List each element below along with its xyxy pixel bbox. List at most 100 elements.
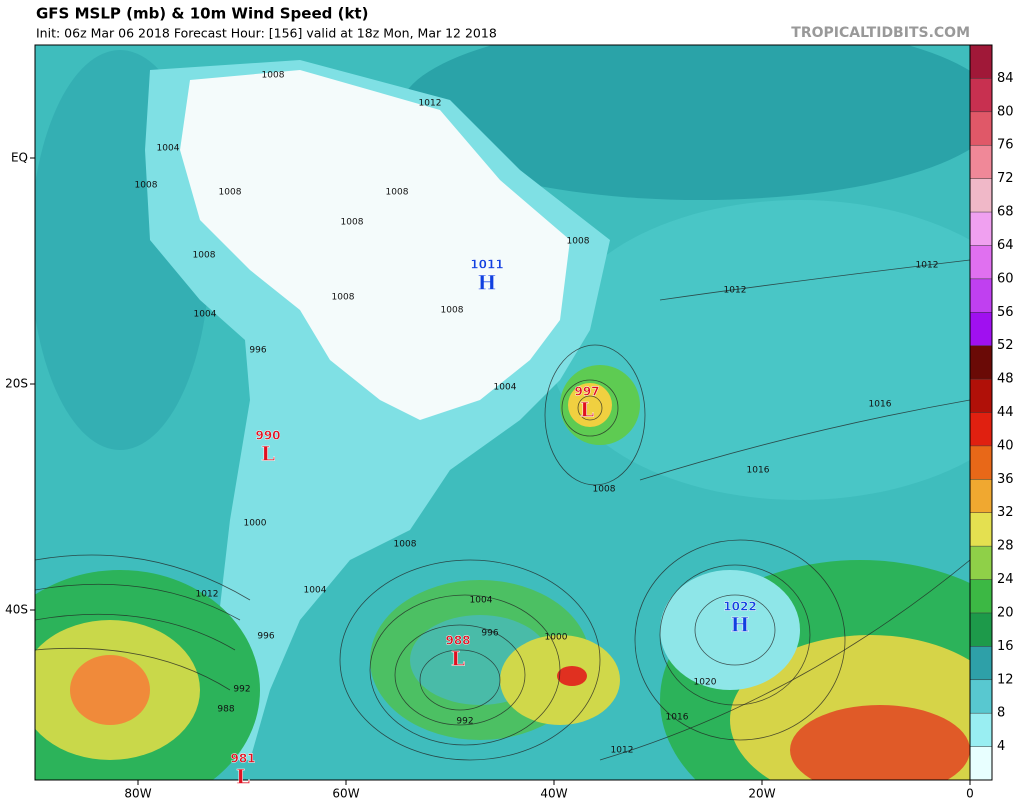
colorbar-label: 32 [997, 505, 1014, 520]
isobar-label: 1004 [304, 586, 327, 596]
isobar-label: 1008 [262, 71, 285, 81]
isobar-label: 1012 [196, 590, 219, 600]
colorbar-cell [970, 646, 992, 680]
isobar-label: 996 [249, 346, 266, 356]
isobar-label: 1008 [441, 306, 464, 316]
center-value: 990 [255, 429, 280, 443]
colorbar-cell [970, 412, 992, 446]
isobar-label: 1008 [386, 188, 409, 198]
colorbar-cell [970, 612, 992, 647]
center-value: 988 [445, 634, 470, 648]
center-letter: H [478, 271, 497, 295]
colorbar-cell [970, 278, 992, 313]
colorbar-label: 64 [997, 238, 1014, 253]
colorbar-label: 20 [997, 605, 1014, 620]
center-value: 981 [230, 752, 255, 766]
colorbar-label: 16 [997, 639, 1014, 654]
colorbar-label: 60 [997, 271, 1014, 286]
colorbar-label: 68 [997, 205, 1014, 220]
colorbar-cell [970, 579, 992, 613]
lat-label: 40S [5, 603, 28, 617]
colorbar-label: 24 [997, 572, 1014, 587]
center-letter: L [236, 765, 250, 789]
lon-label: 0 [966, 787, 974, 801]
colorbar-label: 72 [997, 171, 1014, 186]
colorbar-label: 52 [997, 338, 1014, 353]
colorbar-label: 40 [997, 438, 1014, 453]
isobar-label: 1008 [332, 293, 355, 303]
lon-label: 40W [540, 787, 567, 801]
title: GFS MSLP (mb) & 10m Wind Speed (kt) [36, 5, 368, 23]
isobar-label: 1012 [419, 99, 442, 109]
colorbar-cell [970, 245, 992, 279]
colorbar-cell [970, 512, 992, 547]
colorbar-label: 28 [997, 539, 1014, 554]
map-area [35, 45, 970, 780]
isobar-label: 1008 [341, 218, 364, 228]
center-letter: L [580, 398, 594, 422]
isobar-label: 1004 [494, 383, 517, 393]
colorbar-cell [970, 178, 992, 213]
isobar-label: 1008 [593, 485, 616, 495]
colorbar-label: 12 [997, 672, 1014, 687]
isobar-label: 988 [217, 705, 234, 715]
isobar-label: 1008 [135, 181, 158, 191]
isobar-label: 1000 [244, 519, 267, 529]
colorbar-cell [970, 445, 992, 480]
colorbar-label: 76 [997, 138, 1014, 153]
isobar-label: 1008 [193, 251, 216, 261]
isobar-label: 1000 [545, 633, 568, 643]
colorbar-cell [970, 212, 992, 246]
lon-label: 80W [124, 787, 151, 801]
isobar-label: 1004 [157, 144, 180, 154]
colorbar-cell [970, 546, 992, 580]
colorbar-label: 48 [997, 372, 1014, 387]
isobar-label: 1012 [611, 746, 634, 756]
site-name: TROPICALTIDBITS.COM [791, 25, 970, 41]
colorbar-cell [970, 746, 992, 780]
lon-label: 60W [332, 787, 359, 801]
isobar-label: 1008 [567, 237, 590, 247]
isobars [35, 259, 970, 761]
colorbar-cell [970, 479, 992, 513]
colorbar-label: 56 [997, 305, 1014, 320]
isobar-label: 1016 [666, 713, 689, 723]
isobar-label: 1020 [694, 678, 717, 688]
isobar-label: 1016 [869, 400, 892, 410]
colorbar-cell [970, 145, 992, 179]
isobar-label: 1012 [724, 286, 747, 296]
isobar-label: 1004 [194, 310, 217, 320]
colorbar-frame [969, 44, 993, 781]
colorbar-label: 44 [997, 405, 1014, 420]
isobar-label: 992 [233, 685, 250, 695]
isobar-label: 1004 [470, 596, 493, 606]
colorbar-label: 4 [997, 739, 1005, 754]
subtitle: Init: 06z Mar 06 2018 Forecast Hour: [15… [36, 26, 497, 41]
isobar-label: 1016 [747, 466, 770, 476]
colorbar-label: 8 [997, 706, 1005, 721]
lat-label: 20S [5, 377, 28, 391]
isobar-label: 1008 [394, 540, 417, 550]
isobar-label: 992 [456, 717, 473, 727]
colorbar-cell [970, 679, 992, 714]
colorbar-cell [970, 379, 992, 413]
colorbar-cell [970, 713, 992, 747]
colorbar-cell [970, 78, 992, 112]
isobar-label: 996 [257, 632, 274, 642]
colorbar-label: 84 [997, 71, 1014, 86]
center-letter: L [261, 442, 275, 466]
center-value: 1022 [723, 600, 756, 614]
isobar-label: 996 [481, 629, 498, 639]
colorbar-cell [970, 345, 992, 380]
lat-label: EQ [11, 151, 28, 165]
center-letter: L [451, 647, 465, 671]
colorbar-cell [970, 312, 992, 346]
isobar-label: 1008 [219, 188, 242, 198]
colorbar-label: 80 [997, 104, 1014, 119]
center-value: 1011 [470, 258, 503, 272]
colorbar-label: 36 [997, 472, 1014, 487]
center-value: 997 [574, 385, 599, 399]
center-letter: H [731, 613, 750, 637]
